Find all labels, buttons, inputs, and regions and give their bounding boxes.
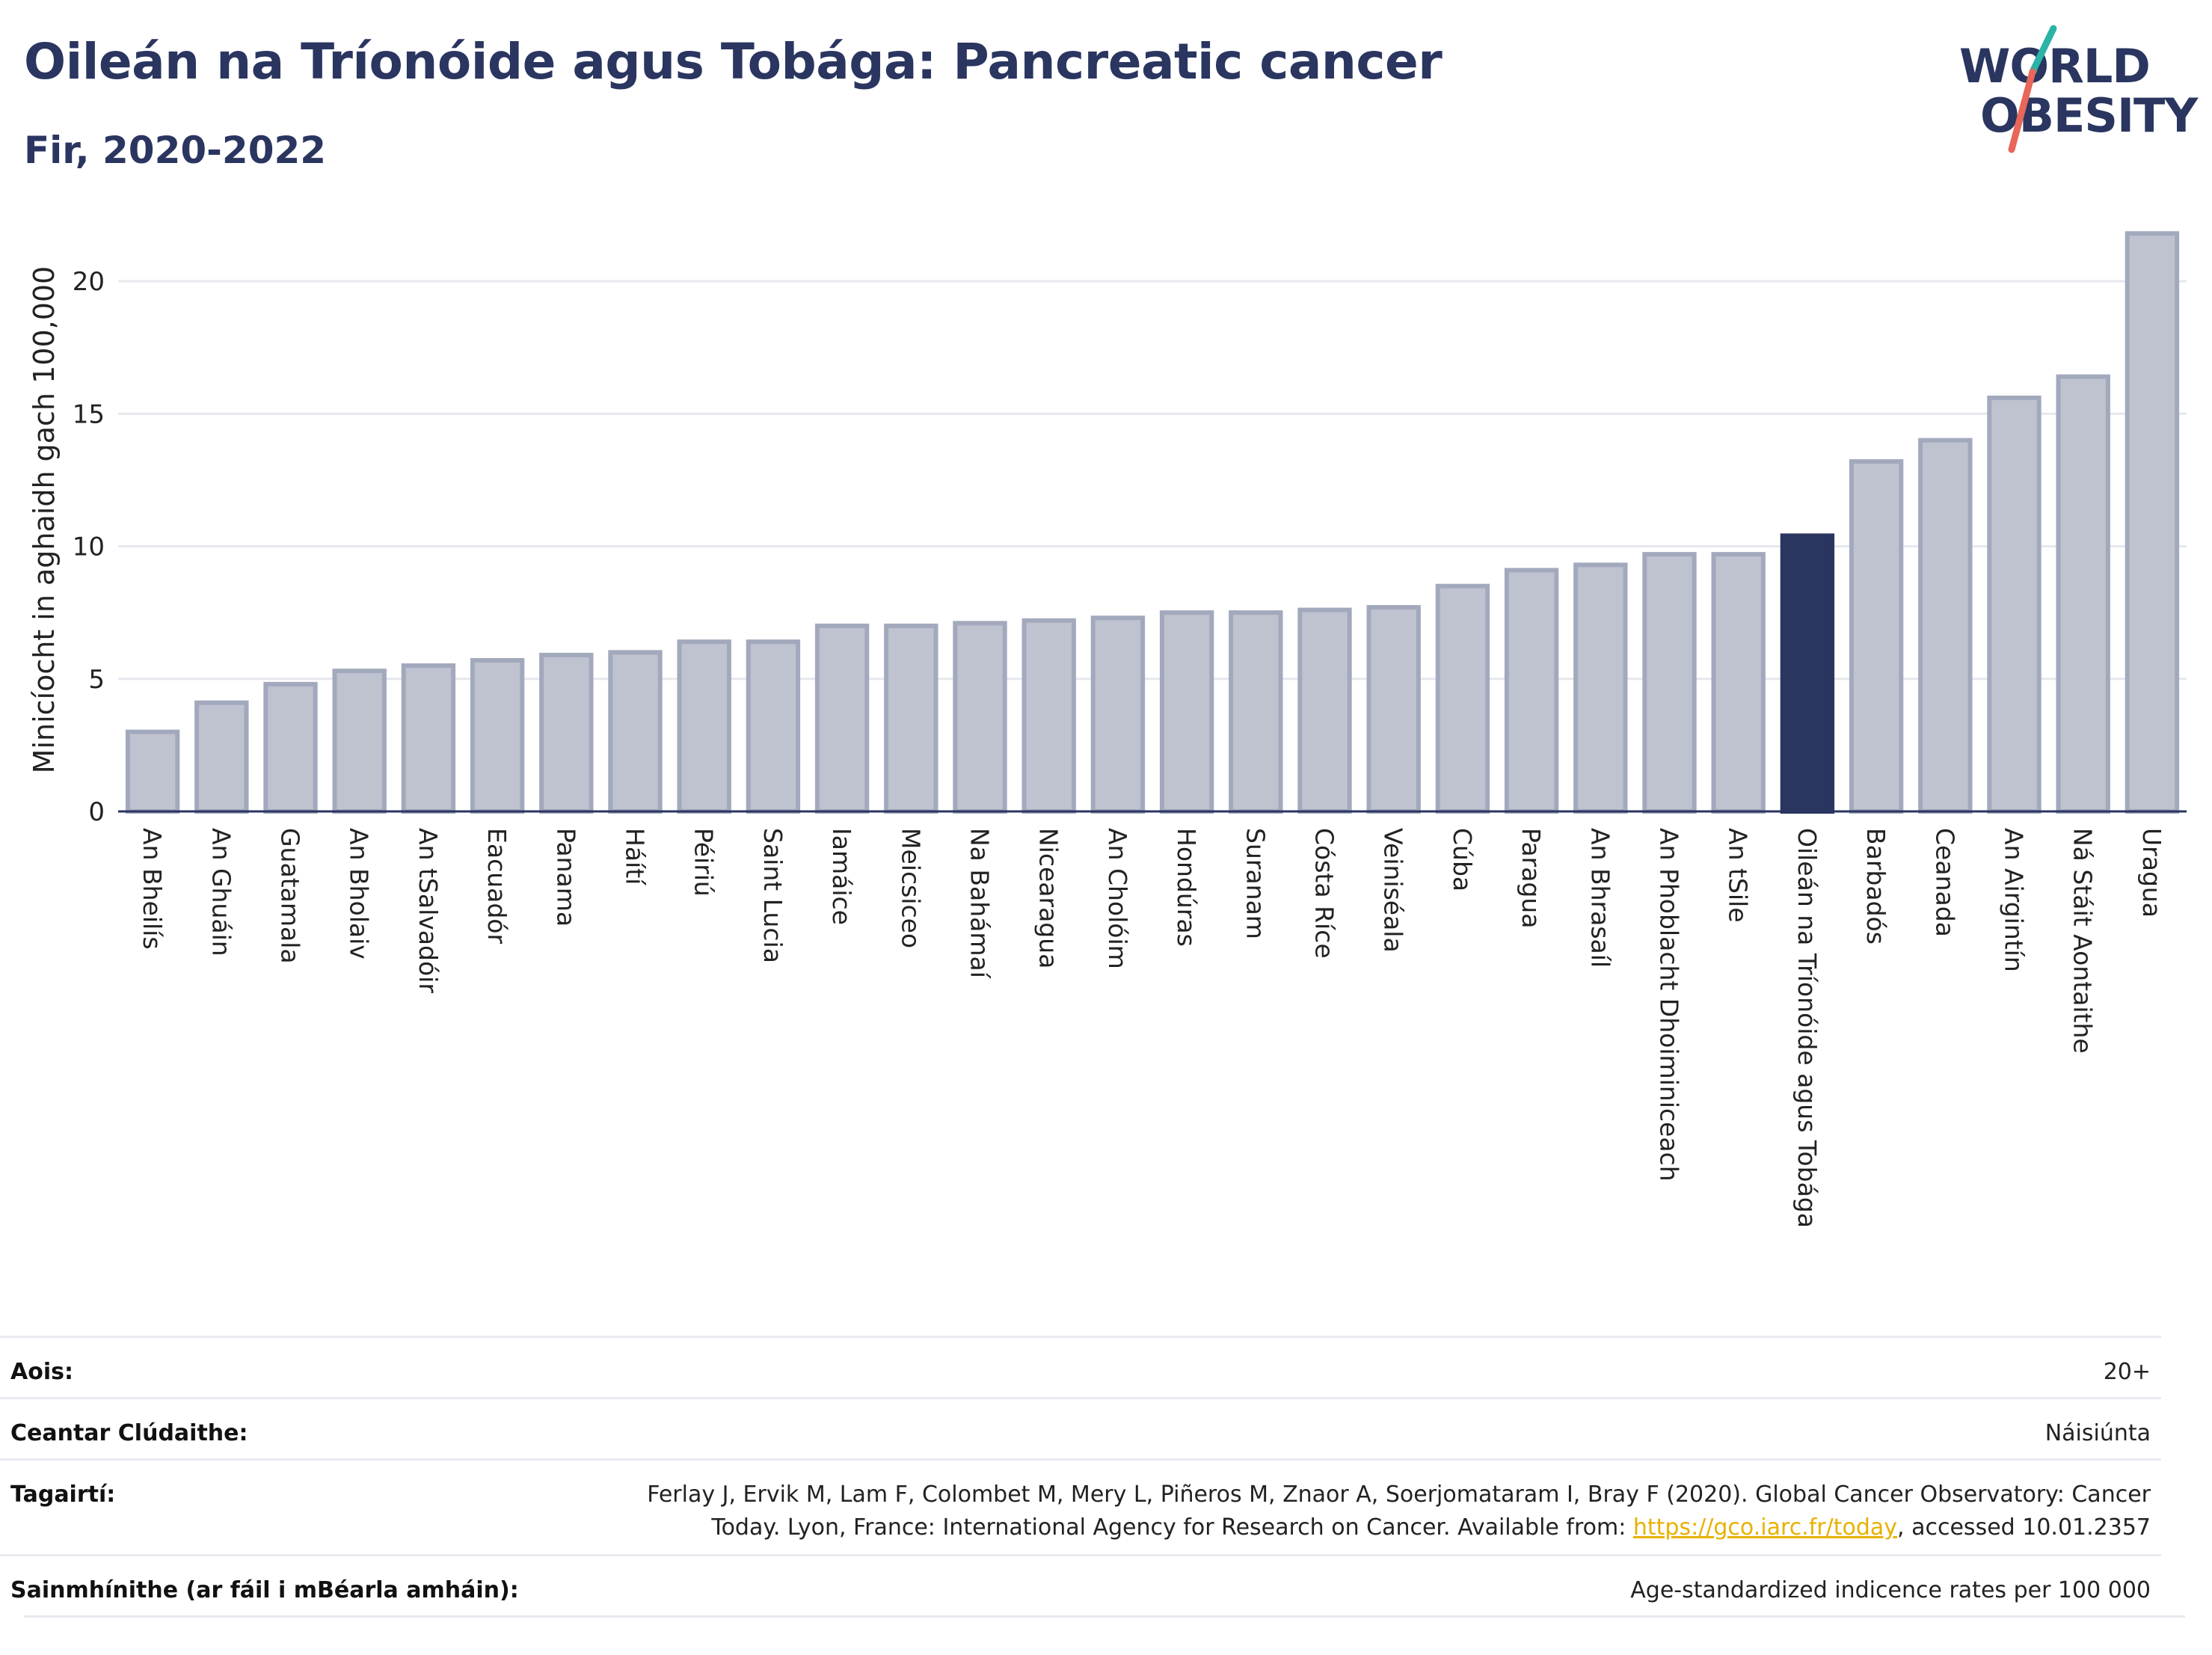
x-tick-label: Guatamala (276, 828, 305, 964)
x-tick-label: Cúba (1448, 828, 1477, 891)
x-tick-label: Uragua (2137, 828, 2166, 918)
definitions-value: Age-standardized indicence rates per 100… (1630, 1577, 2151, 1603)
y-axis-label: Minicíocht in aghaidh gach 100,000 (28, 266, 61, 774)
bar (1573, 562, 1628, 814)
x-tick-label: Suranam (1241, 828, 1270, 939)
x-tick-label: Eacuadór (482, 828, 511, 944)
y-tick-label: 15 (73, 399, 105, 429)
world-obesity-logo: WORLD OBESITY (1944, 22, 2199, 157)
bar (1297, 607, 1352, 814)
x-tick-label: Hondúras (1172, 828, 1201, 947)
logo-line-1: WORLD (1959, 39, 2151, 93)
bar (1090, 615, 1146, 814)
x-tick-label: Oileán na Tríonóide agus Tobága (1792, 828, 1822, 1228)
bar (332, 669, 387, 814)
bar (746, 639, 801, 814)
x-tick-label: Ceanada (1930, 828, 1959, 937)
x-tick-label: An Bhrasaíl (1585, 828, 1615, 968)
x-tick-label: Meicsiceo (896, 828, 925, 948)
bar (1229, 610, 1283, 814)
references-line-1: Ferlay J, Ervik M, Lam F, Colombet M, Me… (647, 1481, 2151, 1508)
x-tick-label: An Bheilís (138, 828, 167, 950)
y-tick-label: 0 (88, 797, 105, 827)
x-tick-label: An Phoblacht Dhoiminiceach (1655, 828, 1684, 1182)
bar (470, 657, 525, 814)
bottom-divider (24, 1615, 2185, 1618)
x-tick-label: Iamáice (827, 828, 856, 925)
age-value: 20+ (2103, 1359, 2151, 1385)
bar (2056, 374, 2110, 814)
bar (194, 700, 249, 814)
y-tick-label: 10 (73, 532, 105, 562)
page-title: Oileán na Tríonóide agus Tobága: Pancrea… (24, 33, 1443, 90)
x-tick-label: Nicearagua (1034, 828, 1063, 968)
y-tick-label: 20 (73, 267, 105, 297)
x-tick-label: An tSalvadóir (414, 828, 443, 993)
bar (814, 623, 870, 814)
bar (1021, 618, 1076, 814)
bar (1435, 583, 1490, 814)
bar (1711, 552, 1766, 814)
info-row-references: Tagairtí: Ferlay J, Ervik M, Lam F, Colo… (0, 1458, 2161, 1555)
bar (1918, 437, 1973, 814)
age-label: Aois: (10, 1359, 73, 1385)
bar (884, 623, 938, 814)
bar (1849, 459, 1904, 814)
references-line-2: Today. Lyon, France: International Agenc… (711, 1514, 2151, 1541)
logo-slash-icon (2008, 25, 2057, 153)
x-tick-label: Háítí (621, 828, 650, 886)
reference-link[interactable]: https://gco.iarc.fr/today (1632, 1514, 1898, 1541)
x-tick-label: An Bholaiv (345, 828, 374, 959)
x-tick-label: An Ghuáin (206, 828, 236, 957)
x-tick-label: Saint Lucia (758, 828, 787, 963)
x-tick-label: An Cholóim (1103, 828, 1132, 969)
x-tick-label: Na Bahámaí (965, 828, 995, 980)
x-tick-label: Cósta Ríce (1310, 828, 1339, 959)
bar (1504, 568, 1559, 814)
x-tick-label: Panama (551, 828, 580, 927)
info-row-definitions: Sainmhínithe (ar fáil i mBéarla amháin):… (0, 1554, 2161, 1616)
bar (2125, 231, 2180, 814)
coverage-label: Ceantar Clúdaithe: (10, 1420, 248, 1446)
definitions-label: Sainmhínithe (ar fáil i mBéarla amháin): (10, 1577, 519, 1603)
coverage-value: Náisiúnta (2044, 1420, 2151, 1446)
bar (1642, 552, 1697, 814)
bar (953, 621, 1007, 814)
x-tick-label: An Airgintín (2000, 828, 2029, 972)
x-tick-label: Paragua (1517, 828, 1546, 929)
bar (401, 663, 456, 814)
page-subtitle: Fir, 2020-2022 (24, 129, 327, 172)
bar-chart: 0 5 10 15 20 Minicíocht in aghaidh gach 100,0… (28, 231, 2187, 1228)
bar (1366, 605, 1421, 814)
x-tick-label: Barbadós (1861, 828, 1890, 945)
x-tick-label: An tSile (1724, 828, 1753, 923)
x-tick-label: Veiniséala (1379, 828, 1408, 953)
bar (1987, 395, 2042, 814)
references-accessed: , accessed 10.01.2357 (1897, 1514, 2151, 1541)
bar (677, 639, 731, 814)
bar (1159, 610, 1214, 814)
bar (608, 650, 663, 814)
bar (539, 652, 594, 814)
references-label: Tagairtí: (10, 1481, 116, 1508)
info-row-age: Aois: 20+ (0, 1336, 2161, 1398)
bar-highlight (1780, 533, 1835, 814)
bar (125, 729, 180, 814)
references-text: Today. Lyon, France: International Agenc… (711, 1514, 1633, 1541)
x-tick-label: Ná Stáit Aontaithe (2068, 828, 2098, 1054)
info-row-coverage: Ceantar Clúdaithe: Náisiúnta (0, 1397, 2161, 1459)
x-tick-label: Péiriú (689, 828, 719, 897)
bar (263, 681, 318, 814)
y-tick-label: 5 (88, 665, 105, 695)
